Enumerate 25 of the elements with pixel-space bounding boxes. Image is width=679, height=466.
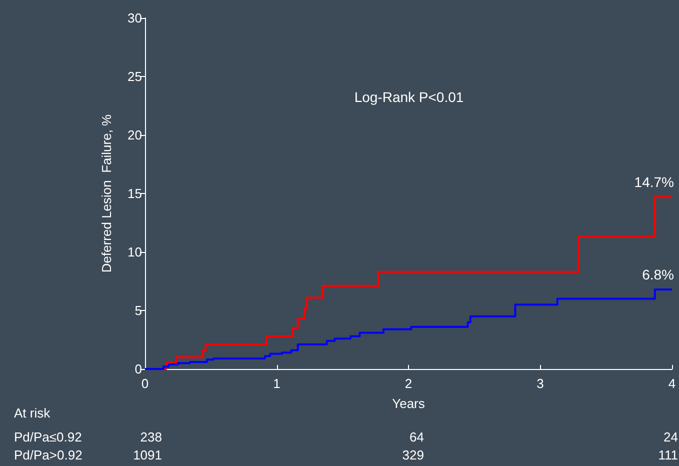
x-tick-label: 2: [404, 376, 412, 391]
text: 111: [658, 448, 678, 462]
annotation: 6.8%: [642, 266, 674, 282]
x-axis-title: Years: [392, 396, 426, 411]
text: 329: [402, 448, 424, 462]
x-tick-label: 3: [536, 376, 544, 391]
text: At risk: [14, 406, 51, 420]
annotation: Log-Rank P<0.01: [354, 89, 464, 105]
text: 1091: [133, 448, 162, 462]
y-tick-label: 5: [134, 303, 142, 318]
text: 64: [410, 430, 424, 444]
y-tick-label: 25: [128, 69, 142, 84]
x-tick-label: 4: [668, 376, 676, 391]
y-axis-title: Deferred Lesion Failure, %: [99, 114, 114, 273]
y-tick-label: 30: [128, 10, 142, 26]
text: Pd/Pa≤0.92: [14, 430, 82, 444]
annotation: 14.7%: [634, 174, 674, 190]
text: 238: [140, 430, 162, 444]
text: Pd/Pa>0.92: [14, 448, 82, 462]
y-tick-label: 0: [134, 362, 142, 376]
x-tick-label: 1: [273, 376, 280, 391]
y-tick-label: 10: [128, 244, 142, 260]
text: 24: [664, 430, 678, 444]
y-tick-label: 20: [128, 128, 142, 142]
y-tick-label: 15: [128, 186, 142, 201]
